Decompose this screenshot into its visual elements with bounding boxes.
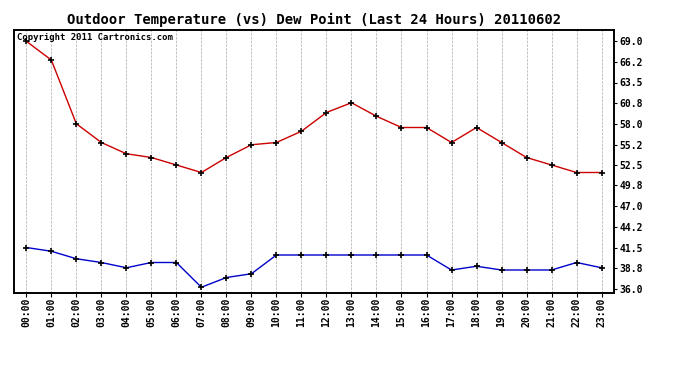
Text: Copyright 2011 Cartronics.com: Copyright 2011 Cartronics.com bbox=[17, 33, 172, 42]
Title: Outdoor Temperature (vs) Dew Point (Last 24 Hours) 20110602: Outdoor Temperature (vs) Dew Point (Last… bbox=[67, 13, 561, 27]
